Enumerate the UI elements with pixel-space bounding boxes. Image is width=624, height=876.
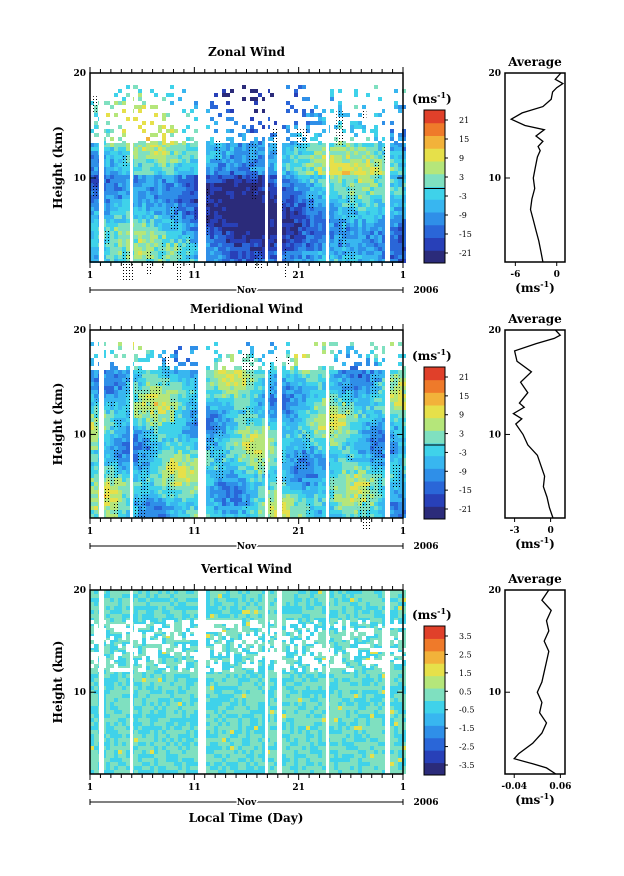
zonal-year-label: 2006 bbox=[413, 286, 438, 296]
meridional-cbtick-2: 9 bbox=[459, 411, 464, 420]
zonal-profile-xtick-1: 0 bbox=[554, 270, 560, 280]
zonal-cbtick-4: -3 bbox=[459, 192, 467, 201]
meridional-profile-line bbox=[512, 329, 562, 519]
zonal-cbtick-3: 3 bbox=[459, 173, 464, 182]
meridional-profile: Average 20 10 -3 0(ms-1) bbox=[488, 312, 566, 551]
zonal-xtick-1: 11 bbox=[188, 271, 201, 281]
meridional-profile-ytick-0: 20 bbox=[488, 326, 501, 336]
vertical-profile-line bbox=[513, 589, 557, 775]
zonal-profile-title: Average bbox=[507, 55, 562, 69]
zonal-profile-ytick-1: 10 bbox=[488, 174, 501, 184]
meridional-profile-frame bbox=[504, 329, 566, 519]
vertical-ylabel: Height (km) bbox=[51, 641, 65, 724]
x-axis-label: Local Time (Day) bbox=[189, 811, 304, 825]
meridional-colorbar bbox=[423, 366, 446, 520]
meridional-profile-ytick-1: 10 bbox=[488, 430, 501, 440]
vertical-xtick-0: 1 bbox=[87, 783, 93, 793]
vertical-year-label: 2006 bbox=[413, 798, 438, 808]
meridional-cbtick-4: -3 bbox=[459, 448, 467, 457]
zonal-profile: Average 20 10 -6 0(ms-1) bbox=[488, 55, 566, 295]
vertical-xtick-1: 11 bbox=[188, 783, 201, 793]
zonal-cbtick-2: 9 bbox=[459, 154, 464, 163]
meridional-title: Meridional Wind bbox=[190, 302, 304, 316]
vertical-title: Vertical Wind bbox=[200, 562, 293, 576]
zonal-profile-frame bbox=[504, 72, 566, 263]
meridional-heatmap bbox=[90, 330, 406, 531]
meridional-ylabel: Height (km) bbox=[51, 383, 65, 466]
zonal-cbtick-1: 15 bbox=[459, 135, 469, 144]
vertical-profile-xtick-0: -0.04 bbox=[501, 782, 527, 792]
vertical-month-label: Nov bbox=[237, 798, 257, 808]
vertical-profile-xtick-1: 0.06 bbox=[549, 782, 571, 792]
zonal-cbtick-5: -9 bbox=[459, 211, 467, 220]
meridional-ytick-0: 20 bbox=[73, 326, 86, 336]
zonal-ytick-0: 20 bbox=[73, 69, 86, 79]
meridional-profile-xtick-0: -3 bbox=[510, 526, 520, 536]
zonal-ytick-1: 10 bbox=[73, 174, 86, 184]
meridional-xtick-3: 1 bbox=[400, 527, 406, 537]
zonal-xtick-0: 1 bbox=[87, 271, 93, 281]
meridional-year-label: 2006 bbox=[413, 542, 438, 552]
zonal-heatmap bbox=[90, 73, 406, 282]
zonal-title: Zonal Wind bbox=[208, 45, 286, 59]
meridional-profile-unit: (ms-1) bbox=[515, 535, 555, 551]
vertical-unit: (ms-1) bbox=[412, 606, 452, 622]
vertical-profile-unit: (ms-1) bbox=[515, 791, 555, 807]
zonal-cbtick-7: -21 bbox=[459, 249, 472, 258]
vertical-profile-ytick-0: 20 bbox=[488, 586, 501, 596]
meridional-cbtick-5: -9 bbox=[459, 467, 467, 476]
vertical-cbtick-4: -0.5 bbox=[459, 706, 474, 715]
zonal-xtick-3: 1 bbox=[400, 271, 406, 281]
meridional-xtick-2: 21 bbox=[292, 527, 305, 537]
meridional-cbtick-0: 21 bbox=[459, 373, 469, 382]
meridional-month-label: Nov bbox=[237, 542, 257, 552]
vertical-colorbar bbox=[423, 625, 446, 776]
zonal-profile-unit: (ms-1) bbox=[515, 279, 555, 295]
vertical-cbtick-7: -3.5 bbox=[459, 761, 474, 770]
zonal-profile-line bbox=[509, 72, 565, 263]
meridional-xtick-0: 1 bbox=[87, 527, 93, 537]
vertical-cbtick-0: 3.5 bbox=[459, 632, 472, 641]
vertical-cbtick-6: -2.5 bbox=[459, 743, 474, 752]
meridional-ytick-1: 10 bbox=[73, 430, 86, 440]
meridional-cbtick-6: -15 bbox=[459, 486, 472, 495]
meridional-profile-xtick-1: 0 bbox=[547, 526, 553, 536]
meridional-cbtick-3: 3 bbox=[459, 430, 464, 439]
zonal-month-label: Nov bbox=[237, 286, 257, 296]
vertical-heatmap bbox=[90, 590, 406, 774]
vertical-cbtick-2: 1.5 bbox=[459, 669, 472, 678]
meridional-profile-title: Average bbox=[507, 312, 562, 326]
vertical-profile: Average 20 10 -0.04 0.06(ms-1) bbox=[488, 572, 571, 807]
zonal-profile-ytick-0: 20 bbox=[488, 69, 501, 79]
vertical-xtick-3: 1 bbox=[400, 783, 406, 793]
zonal-xtick-2: 21 bbox=[292, 271, 305, 281]
vertical-profile-frame bbox=[504, 589, 566, 775]
meridional-cbtick-7: -21 bbox=[459, 505, 472, 514]
vertical-cbtick-1: 2.5 bbox=[459, 650, 472, 659]
zonal-cbtick-0: 21 bbox=[459, 116, 469, 125]
vertical-ytick-1: 10 bbox=[73, 688, 86, 698]
vertical-cbtick-3: 0.5 bbox=[459, 687, 472, 696]
meridional-unit: (ms-1) bbox=[412, 347, 452, 363]
zonal-colorbar bbox=[423, 109, 446, 264]
zonal-ylabel: Height (km) bbox=[51, 126, 65, 209]
meridional-xtick-1: 11 bbox=[188, 527, 201, 537]
vertical-xtick-2: 21 bbox=[292, 783, 305, 793]
zonal-unit: (ms-1) bbox=[412, 90, 452, 106]
vertical-cbtick-5: -1.5 bbox=[459, 724, 474, 733]
zonal-profile-xtick-0: -6 bbox=[510, 270, 520, 280]
meridional-cbtick-1: 15 bbox=[459, 392, 469, 401]
vertical-profile-title: Average bbox=[507, 572, 562, 586]
zonal-cbtick-6: -15 bbox=[459, 230, 472, 239]
vertical-ytick-0: 20 bbox=[73, 586, 86, 596]
vertical-profile-ytick-1: 10 bbox=[488, 688, 501, 698]
